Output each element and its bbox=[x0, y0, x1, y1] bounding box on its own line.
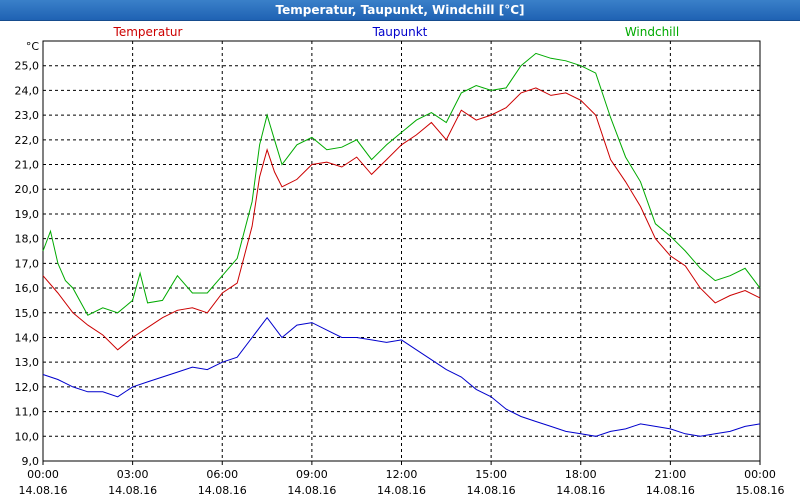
legend-temperatur: Temperatur bbox=[113, 25, 183, 39]
y-tick-label: 14,0 bbox=[15, 331, 40, 344]
y-tick-label: 19,0 bbox=[15, 208, 40, 221]
x-tick-date: 14.08.16 bbox=[377, 484, 426, 497]
x-tick-time: 09:00 bbox=[296, 468, 328, 481]
series-line-windchill bbox=[42, 52, 761, 316]
x-tick-time: 21:00 bbox=[655, 468, 687, 481]
x-tick-time: 00:00 bbox=[27, 468, 59, 481]
x-tick-time: 03:00 bbox=[117, 468, 149, 481]
series-line-temperatur bbox=[42, 87, 761, 351]
x-tick-date: 14.08.16 bbox=[556, 484, 605, 497]
legend-windchill: Windchill bbox=[625, 25, 679, 39]
y-tick-label: 15,0 bbox=[15, 307, 40, 320]
x-tick-date: 14.08.16 bbox=[646, 484, 695, 497]
y-tick-label: 13,0 bbox=[15, 356, 40, 369]
x-tick-time: 06:00 bbox=[206, 468, 238, 481]
y-tick-label: 11,0 bbox=[15, 406, 40, 419]
y-tick-label: 22,0 bbox=[15, 134, 40, 147]
x-tick-date: 14.08.16 bbox=[287, 484, 336, 497]
x-tick-date: 15.08.16 bbox=[736, 484, 785, 497]
x-tick-date: 14.08.16 bbox=[19, 484, 68, 497]
x-tick-date: 14.08.16 bbox=[108, 484, 157, 497]
y-tick-label: 10,0 bbox=[15, 430, 40, 443]
legend-taupunkt: Taupunkt bbox=[372, 25, 428, 39]
y-tick-label: 21,0 bbox=[15, 159, 40, 172]
x-tick-time: 15:00 bbox=[475, 468, 507, 481]
chart-title: Temperatur, Taupunkt, Windchill [°C] bbox=[0, 0, 800, 21]
x-tick-time: 18:00 bbox=[565, 468, 597, 481]
series-line-taupunkt bbox=[42, 316, 761, 437]
y-tick-label: 23,0 bbox=[15, 109, 40, 122]
y-tick-label: 17,0 bbox=[15, 257, 40, 270]
line-chart: 9,0 10,0 11,0 12,0 13,0 14,0 15,0 16,0 17,0 18,0 1… bbox=[15, 25, 785, 497]
y-tick-label: 18,0 bbox=[15, 233, 40, 246]
x-tick-date: 14.08.16 bbox=[467, 484, 516, 497]
y-tick-label: 16,0 bbox=[15, 282, 40, 295]
x-tick-time: 12:00 bbox=[386, 468, 418, 481]
x-tick-time: 00:00 bbox=[744, 468, 776, 481]
y-tick-label: 9,0 bbox=[22, 455, 40, 468]
y-tick-label: 12,0 bbox=[15, 381, 40, 394]
y-tick-label: 25,0 bbox=[15, 60, 40, 73]
y-tick-label: 20,0 bbox=[15, 183, 40, 196]
x-tick-date: 14.08.16 bbox=[198, 484, 247, 497]
y-tick-label: 24,0 bbox=[15, 84, 40, 97]
y-axis-label: °C bbox=[26, 40, 40, 53]
